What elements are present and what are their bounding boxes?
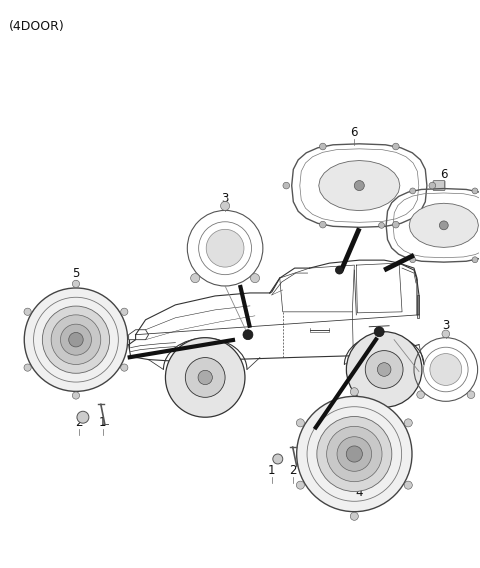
Text: 2: 2: [289, 464, 297, 477]
Text: 3: 3: [442, 319, 449, 332]
Circle shape: [336, 266, 343, 274]
Text: 1: 1: [99, 416, 107, 429]
FancyBboxPatch shape: [433, 181, 445, 190]
Circle shape: [377, 363, 391, 377]
Circle shape: [296, 419, 304, 427]
Circle shape: [24, 288, 128, 391]
Text: 6: 6: [350, 126, 358, 139]
Polygon shape: [409, 203, 479, 248]
Circle shape: [472, 188, 478, 194]
Circle shape: [42, 306, 109, 373]
Circle shape: [393, 222, 399, 228]
Circle shape: [72, 392, 80, 399]
Circle shape: [410, 188, 416, 194]
Circle shape: [467, 391, 475, 399]
Circle shape: [442, 330, 450, 338]
Circle shape: [120, 308, 128, 315]
Circle shape: [273, 454, 283, 464]
Circle shape: [350, 388, 359, 396]
Circle shape: [347, 332, 422, 407]
Circle shape: [404, 481, 412, 489]
Circle shape: [320, 222, 326, 228]
Circle shape: [120, 364, 128, 371]
Circle shape: [337, 437, 372, 471]
Circle shape: [404, 419, 412, 427]
Circle shape: [297, 396, 412, 512]
Circle shape: [393, 143, 399, 150]
Circle shape: [374, 327, 384, 337]
Circle shape: [24, 364, 31, 371]
Circle shape: [410, 257, 416, 262]
Circle shape: [430, 354, 462, 386]
Circle shape: [350, 512, 359, 520]
Circle shape: [317, 416, 392, 491]
Circle shape: [346, 446, 362, 462]
Circle shape: [166, 338, 245, 417]
Circle shape: [60, 324, 92, 355]
Text: 4: 4: [356, 486, 363, 499]
Circle shape: [379, 223, 384, 228]
Text: 6: 6: [440, 168, 447, 181]
Circle shape: [77, 411, 89, 423]
Text: 2: 2: [75, 416, 83, 429]
Circle shape: [320, 143, 326, 150]
Circle shape: [327, 427, 382, 482]
Circle shape: [51, 315, 101, 365]
Circle shape: [24, 308, 31, 315]
Circle shape: [283, 182, 289, 189]
Text: 3: 3: [221, 193, 229, 206]
Circle shape: [417, 391, 424, 399]
Circle shape: [296, 481, 304, 489]
Circle shape: [185, 358, 225, 398]
Circle shape: [69, 332, 83, 347]
Circle shape: [365, 350, 403, 389]
Circle shape: [191, 274, 200, 283]
Circle shape: [472, 257, 478, 262]
Circle shape: [354, 181, 364, 191]
Circle shape: [251, 274, 260, 283]
Text: 5: 5: [72, 267, 80, 280]
Polygon shape: [417, 295, 419, 318]
Circle shape: [206, 229, 244, 267]
Circle shape: [220, 202, 229, 210]
Circle shape: [439, 221, 448, 229]
Circle shape: [243, 330, 253, 340]
Circle shape: [198, 370, 212, 385]
Circle shape: [72, 280, 80, 287]
Polygon shape: [319, 161, 400, 211]
Text: 1: 1: [268, 464, 276, 477]
Text: (4DOOR): (4DOOR): [9, 19, 65, 32]
Circle shape: [429, 182, 436, 189]
